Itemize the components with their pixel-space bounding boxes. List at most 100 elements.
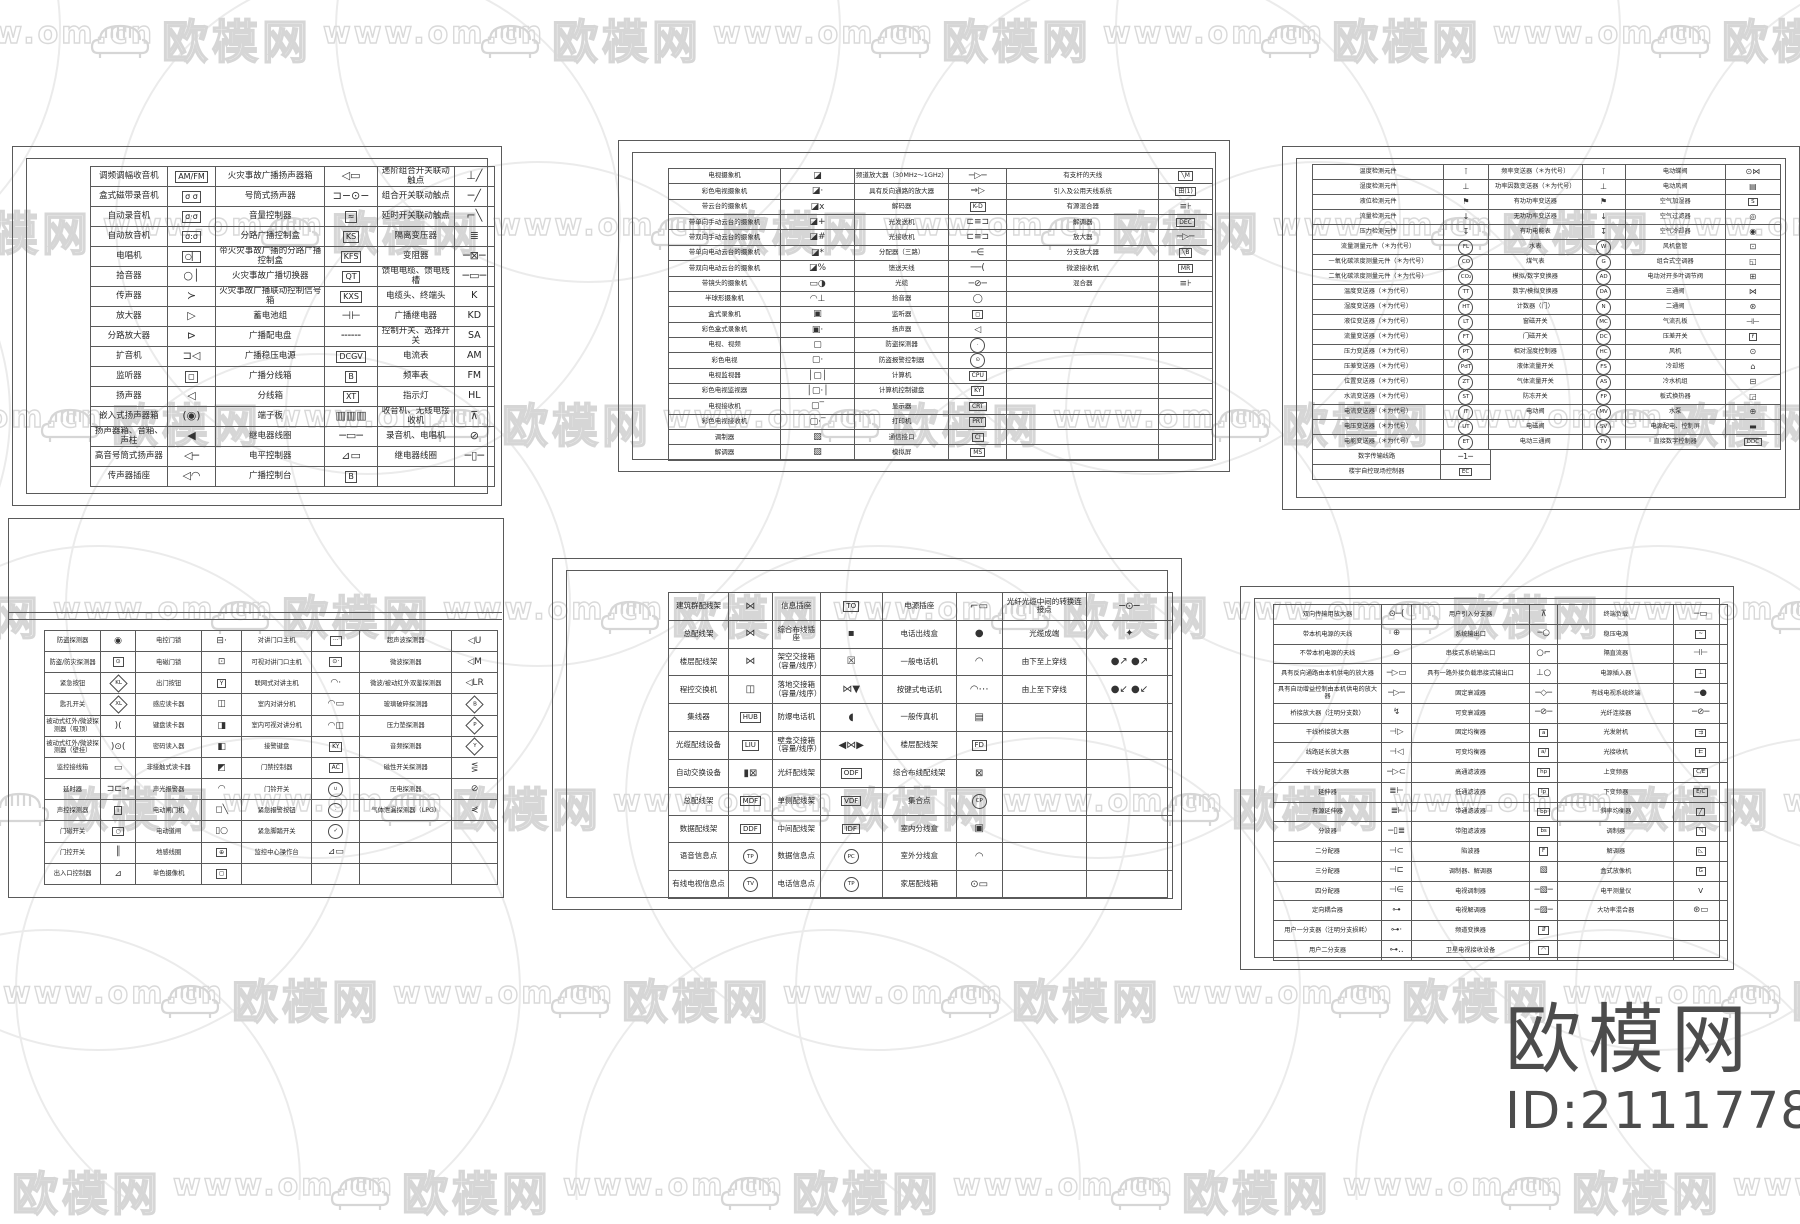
symbol-glyph: ▣· (811, 324, 824, 335)
symbol-circle: FL (1458, 240, 1474, 254)
legend-label-text: 建筑群配线架 (675, 601, 721, 611)
legend-label-text: 盒式放像机 (1600, 867, 1632, 875)
legend-symbol: │▢│ (781, 368, 856, 385)
symbol-circle: TV (742, 877, 758, 893)
legend-label: 带单向手动云台的摄象机 (669, 215, 782, 231)
legend-label: 密码读入器 (136, 736, 203, 758)
legend-symbol: ZT (1444, 375, 1489, 390)
legend-label: 馈电电缆、馈电线槽 (377, 267, 455, 287)
symbol-glyph: ↓ (1600, 212, 1607, 222)
legend-label: 放大器 (1007, 230, 1160, 246)
symbol-circle: FS (1596, 360, 1612, 374)
symbol-glyph: ⊟ (1749, 377, 1757, 387)
legend-label: 固定衰减器 (1412, 684, 1531, 704)
legend-label-text: 压差变送器（＊为代号） (1343, 363, 1413, 371)
legend-label-text: 带双向电动云台的摄象机 (688, 263, 761, 272)
legend-symbol: ≻ (167, 287, 217, 307)
site-logo: 欧模网 ID:2111778 (1505, 1002, 1800, 1138)
legend-label: 电动闸门机 (136, 800, 203, 822)
legend-label: 继电器线圈 (377, 447, 455, 467)
watermark-url: www.om.cn (322, 15, 545, 51)
legend-label: 线路延长放大器 (1274, 743, 1383, 764)
sofa-icon (1770, 600, 1800, 634)
legend-label: 温度变送器（＊为代号） (1313, 285, 1445, 300)
legend-symbol: ⊥ (1674, 664, 1728, 685)
legend-symbol: ⊼ (454, 407, 495, 427)
symbol-box: PRT (969, 417, 987, 427)
watermark-url-text: www.om.cn (1782, 783, 1800, 819)
legend-label-text: 电源配电、控制屏 (1650, 423, 1700, 431)
legend-label: 光发送机 (855, 215, 950, 231)
legend-label: 光缆成端 (1002, 620, 1087, 649)
legend-label-text: 低通滤波器 (1455, 788, 1486, 796)
legend-symbol: ─▨─ (1530, 901, 1559, 922)
legend-symbol: W (1582, 240, 1626, 255)
legend-symbol (452, 821, 498, 843)
legend-label: 嵌入式扬声器箱 (91, 407, 168, 427)
symbol-box: a (1538, 728, 1549, 738)
legend-label-text: 引入及公用天线系统 (1053, 186, 1113, 195)
legend-label-text: 水表 (1529, 243, 1542, 251)
legend-label: 气体泄漏探测器（LPG） (360, 800, 453, 822)
legend-label-text: 压力变送器（＊为代号） (1343, 348, 1413, 356)
watermark-url-text: www.om.cn (102, 207, 326, 243)
legend-symbol (454, 467, 495, 487)
legend-label-text: 有源延伸器 (1312, 808, 1343, 816)
legend-symbol: ··· (312, 631, 361, 653)
legend-label-text: 一氧化碳浓度测量元件（＊为代号） (1328, 258, 1428, 266)
legend-label-text: 可变衰减器 (1455, 709, 1486, 717)
watermark-url-text: www.om.cn (2, 975, 226, 1011)
symbol-glyph: ║ (115, 847, 121, 858)
legend-symbol: ↓ (1582, 210, 1626, 225)
symbol-glyph: ⊶‥ (1389, 944, 1404, 955)
legend-label (1002, 759, 1087, 788)
symbol-box: lp (1538, 787, 1550, 797)
legend-label: 冷却塔 (1625, 360, 1726, 375)
legend-label-text: 扬声器箱、音箱、声柱 (94, 427, 163, 446)
legend-label: 广播继电器 (377, 307, 455, 327)
legend-label: 落地交接箱（容量/线序） (772, 676, 821, 705)
legend-label-text: 隔直流器 (1603, 650, 1629, 658)
legend-symbol: G (1674, 861, 1728, 882)
legend-label: 电视调制器 (1412, 881, 1531, 902)
legend-label: 电压变送器（＊为代号） (1313, 420, 1445, 435)
legend-symbol: ◠▭ (312, 694, 361, 716)
symbol-diamond-text: B (472, 701, 477, 708)
sofa-icon (1500, 1176, 1560, 1210)
symbol-glyph: ⋞ (470, 805, 479, 816)
legend-symbol (1086, 732, 1173, 760)
legend-label: 彩色电视 (669, 353, 782, 369)
legend-label-text: 调制器、解调器 (1448, 867, 1493, 875)
legend-label: 压力检测元件 (1313, 225, 1445, 240)
symbol-glyph: ▮⊠ (743, 767, 758, 779)
watermark-logo: 欧模网 (1208, 390, 1432, 456)
watermark-logo-text: 欧模网 (941, 14, 1092, 70)
legend-symbol: ⚑ (1444, 195, 1489, 210)
legend-label: 具有反向通路由本机供电的放大器 (1274, 664, 1383, 685)
legend-symbol: ▬ (1725, 420, 1781, 435)
sofa-icon (480, 24, 540, 58)
symbol-box: B (345, 470, 357, 483)
watermark-url-text: www.om.cn (272, 399, 496, 435)
legend-label-text: 防冻开关 (1522, 393, 1548, 401)
symbol-glyph: ▢ (813, 339, 822, 350)
legend-label: 液体流量开关 (1488, 360, 1583, 375)
symbol-glyph: ⊙ (1749, 347, 1757, 357)
legend-symbol: ▣ (781, 307, 856, 323)
legend-label-text: 双向传输用放大器 (1302, 610, 1353, 618)
legend-symbol: PdT (1444, 360, 1489, 375)
watermark-circle (575, 929, 1081, 1200)
legend-label-text: 彩色电视监视器 (701, 386, 748, 395)
legend-symbol: ⊖ (1382, 644, 1413, 665)
legend-label-text: 水流变送器（＊为代号） (1343, 393, 1413, 401)
legend-label-text: 用户一分支器（注明分支损耗） (1284, 927, 1371, 935)
legend-symbol: ⊥╱ (454, 167, 495, 187)
legend-symbol: AM (454, 347, 495, 367)
legend-symbol: ◠◫ (312, 715, 361, 737)
legend-symbol (1159, 368, 1213, 385)
symbol-box: TO (843, 601, 860, 612)
symbol-glyph: ◎ (1749, 212, 1757, 222)
watermark-logo: 欧模网 (988, 582, 1212, 648)
legend-symbol: ⇒▷ (949, 184, 1008, 200)
legend-label-text: 光缆 (895, 278, 909, 287)
